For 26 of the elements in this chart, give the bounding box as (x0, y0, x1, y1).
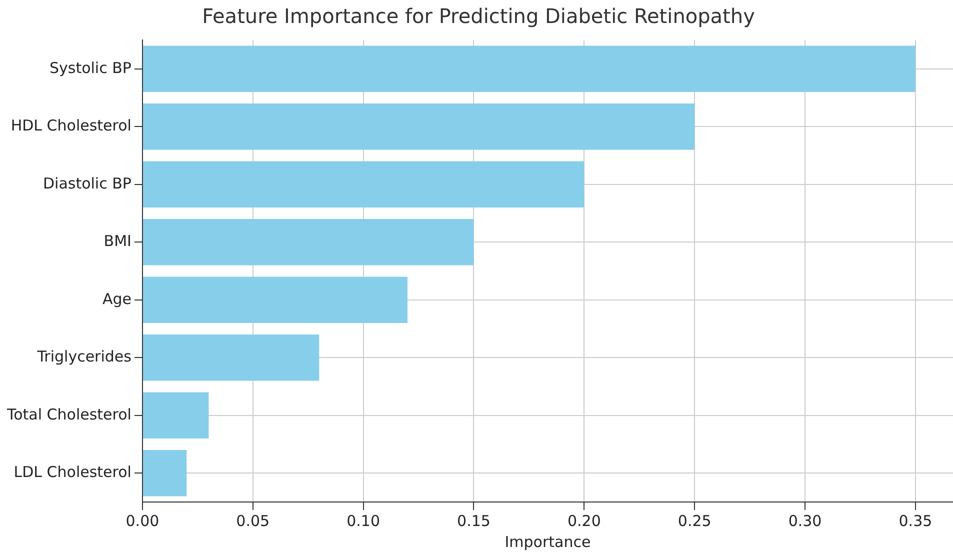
bar (142, 392, 209, 438)
chart-title: Feature Importance for Predicting Diabetic Retinopathy (202, 4, 756, 28)
bar (142, 161, 584, 208)
y-tick-label: Total Cholesterol (6, 405, 132, 424)
bar (142, 450, 187, 496)
bar (142, 46, 916, 92)
x-tick-label: 0.35 (898, 512, 932, 530)
y-tick-label: HDL Cholesterol (10, 116, 132, 135)
y-tick-label: LDL Cholesterol (14, 463, 132, 482)
y-tick-label: Age (102, 290, 132, 308)
x-tick-label: 0.25 (678, 512, 712, 530)
y-tick-label: Diastolic BP (42, 174, 132, 192)
x-tick-label: 0.20 (567, 512, 601, 530)
x-axis-title: Importance (504, 532, 591, 551)
bar (142, 104, 695, 150)
bar (142, 219, 474, 266)
y-tick-label: BMI (104, 232, 132, 250)
y-tick-label: Triglycerides (36, 348, 132, 366)
bar (142, 334, 320, 381)
x-tick-label: 0.05 (236, 512, 270, 530)
bar (142, 276, 408, 323)
y-tick-label: Systolic BP (49, 58, 132, 77)
x-tick-label: 0.15 (457, 512, 490, 530)
x-tick-label: 0.00 (126, 512, 160, 530)
x-tick-label: 0.10 (346, 512, 380, 530)
x-tick-label: 0.30 (788, 512, 822, 530)
